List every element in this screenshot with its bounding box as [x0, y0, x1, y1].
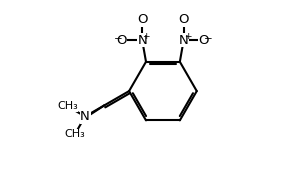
- Text: +: +: [142, 32, 150, 41]
- Text: N: N: [179, 34, 189, 47]
- Text: +: +: [184, 32, 191, 41]
- Text: CH₃: CH₃: [65, 129, 85, 139]
- Text: −: −: [113, 34, 122, 44]
- Text: N: N: [80, 110, 90, 123]
- Text: O: O: [178, 13, 189, 26]
- Text: O: O: [199, 34, 209, 47]
- Text: −: −: [204, 34, 212, 44]
- Text: CH₃: CH₃: [57, 101, 78, 111]
- Text: O: O: [137, 13, 147, 26]
- Text: N: N: [137, 34, 147, 47]
- Text: O: O: [117, 34, 127, 47]
